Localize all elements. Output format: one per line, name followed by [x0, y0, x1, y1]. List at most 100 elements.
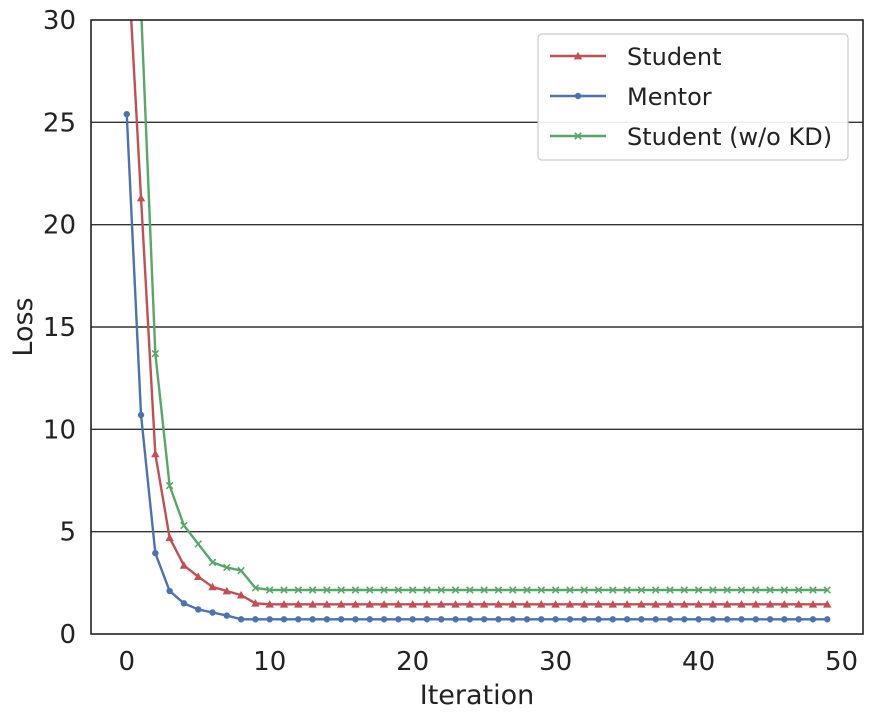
data-point-student [565, 600, 575, 608]
data-point-mentor [195, 606, 202, 613]
data-point-student-w-o-kd [508, 586, 517, 594]
data-point-student [279, 600, 289, 608]
legend-item-student-w-o-kd: Student (w/o KD) [550, 123, 832, 151]
data-point-student [608, 600, 618, 608]
data-point-mentor [495, 616, 502, 623]
legend-marker [573, 51, 583, 60]
data-point-student [294, 600, 303, 608]
data-point-student-w-o-kd [165, 481, 174, 490]
data-point-mentor [152, 549, 159, 557]
data-point-mentor [509, 616, 516, 623]
data-point-student [308, 600, 317, 608]
data-point-student [165, 533, 174, 542]
data-point-student [351, 600, 360, 608]
data-point-mentor [595, 616, 602, 623]
data-point-student-w-o-kd [609, 586, 617, 594]
x-axis-ticks: 0 10 20 30 40 50 [118, 647, 858, 677]
data-point-mentor [209, 609, 216, 616]
data-point-student-w-o-kd [823, 586, 832, 594]
data-point-student [622, 600, 632, 608]
x-tick-label: 50 [825, 647, 858, 677]
data-point-student [794, 600, 803, 608]
data-point-student-w-o-kd [537, 586, 546, 594]
data-point-student-w-o-kd [394, 586, 403, 594]
data-point-mentor [652, 616, 659, 623]
legend-item-student: Student [550, 43, 721, 71]
data-point-mentor [395, 616, 402, 623]
y-tick-label: 0 [59, 620, 76, 650]
data-point-student [408, 600, 417, 608]
data-point-student-w-o-kd [566, 586, 574, 594]
data-point-student-w-o-kd [752, 586, 760, 594]
data-point-student-w-o-kd [437, 586, 446, 594]
data-point-student [437, 600, 446, 608]
series-student-w-o-kd [140, 20, 832, 594]
y-tick-label: 15 [43, 313, 76, 343]
data-point-mentor [352, 616, 359, 623]
data-point-student [479, 600, 489, 608]
data-point-student-w-o-kd [180, 521, 188, 530]
data-point-mentor [223, 612, 231, 619]
data-point-student [823, 600, 832, 608]
data-point-mentor [623, 616, 631, 623]
data-point-mentor [809, 616, 817, 623]
legend-marker [574, 92, 582, 100]
data-point-student-w-o-kd [466, 586, 474, 594]
data-point-student [694, 600, 703, 608]
data-point-student-w-o-kd [666, 586, 674, 594]
data-point-student [508, 600, 517, 608]
data-point-student [722, 600, 732, 608]
data-point-student-w-o-kd [280, 586, 288, 594]
data-point-student [594, 600, 603, 608]
data-point-student-w-o-kd [680, 586, 689, 594]
data-point-student [551, 600, 560, 608]
data-point-student [737, 600, 746, 608]
data-point-mentor [438, 616, 445, 623]
data-point-mentor [723, 616, 731, 623]
data-point-student-w-o-kd [651, 586, 660, 594]
data-point-student [194, 572, 203, 581]
data-point-student [265, 600, 274, 608]
data-point-mentor [523, 616, 531, 623]
data-point-student [451, 600, 460, 608]
data-point-student [651, 600, 660, 608]
data-point-student-w-o-kd [208, 558, 217, 567]
data-point-mentor [337, 616, 345, 623]
data-point-student [665, 600, 675, 608]
data-point-student [394, 600, 403, 608]
data-point-student-w-o-kd [551, 586, 560, 594]
data-point-mentor [452, 616, 459, 623]
data-point-student-w-o-kd [323, 586, 331, 594]
data-point-mentor [466, 616, 474, 623]
data-point-student-w-o-kd [194, 540, 202, 548]
data-point-student [680, 600, 689, 608]
data-point-mentor [309, 616, 316, 623]
data-point-student [251, 599, 260, 607]
plot-frame [90, 19, 864, 635]
data-point-student [379, 600, 389, 608]
data-point-student-w-o-kd [423, 586, 431, 594]
data-point-student [336, 600, 346, 608]
x-tick-label: 10 [253, 647, 286, 677]
data-point-mentor [266, 616, 273, 623]
data-point-mentor [581, 616, 588, 623]
data-point-mentor [738, 616, 745, 623]
data-point-student-w-o-kd [380, 586, 388, 594]
data-point-student [422, 600, 432, 608]
data-point-student-w-o-kd [337, 586, 345, 594]
data-point-student-w-o-kd [580, 586, 588, 594]
data-point-student [322, 600, 332, 608]
x-tick-label: 0 [118, 647, 135, 677]
y-axis-label: Loss [8, 297, 39, 356]
data-point-student-w-o-kd [523, 586, 531, 594]
data-point-mentor [638, 616, 645, 623]
legend-box [537, 33, 849, 161]
data-point-student-w-o-kd [294, 586, 303, 594]
data-point-student-w-o-kd [451, 586, 460, 594]
legend-label: Mentor [627, 83, 712, 111]
data-point-mentor [180, 600, 188, 607]
legend-item-mentor: Mentor [550, 83, 712, 111]
data-point-mentor [237, 616, 245, 623]
data-point-student-w-o-kd [637, 586, 646, 594]
legend-marker [574, 132, 582, 140]
